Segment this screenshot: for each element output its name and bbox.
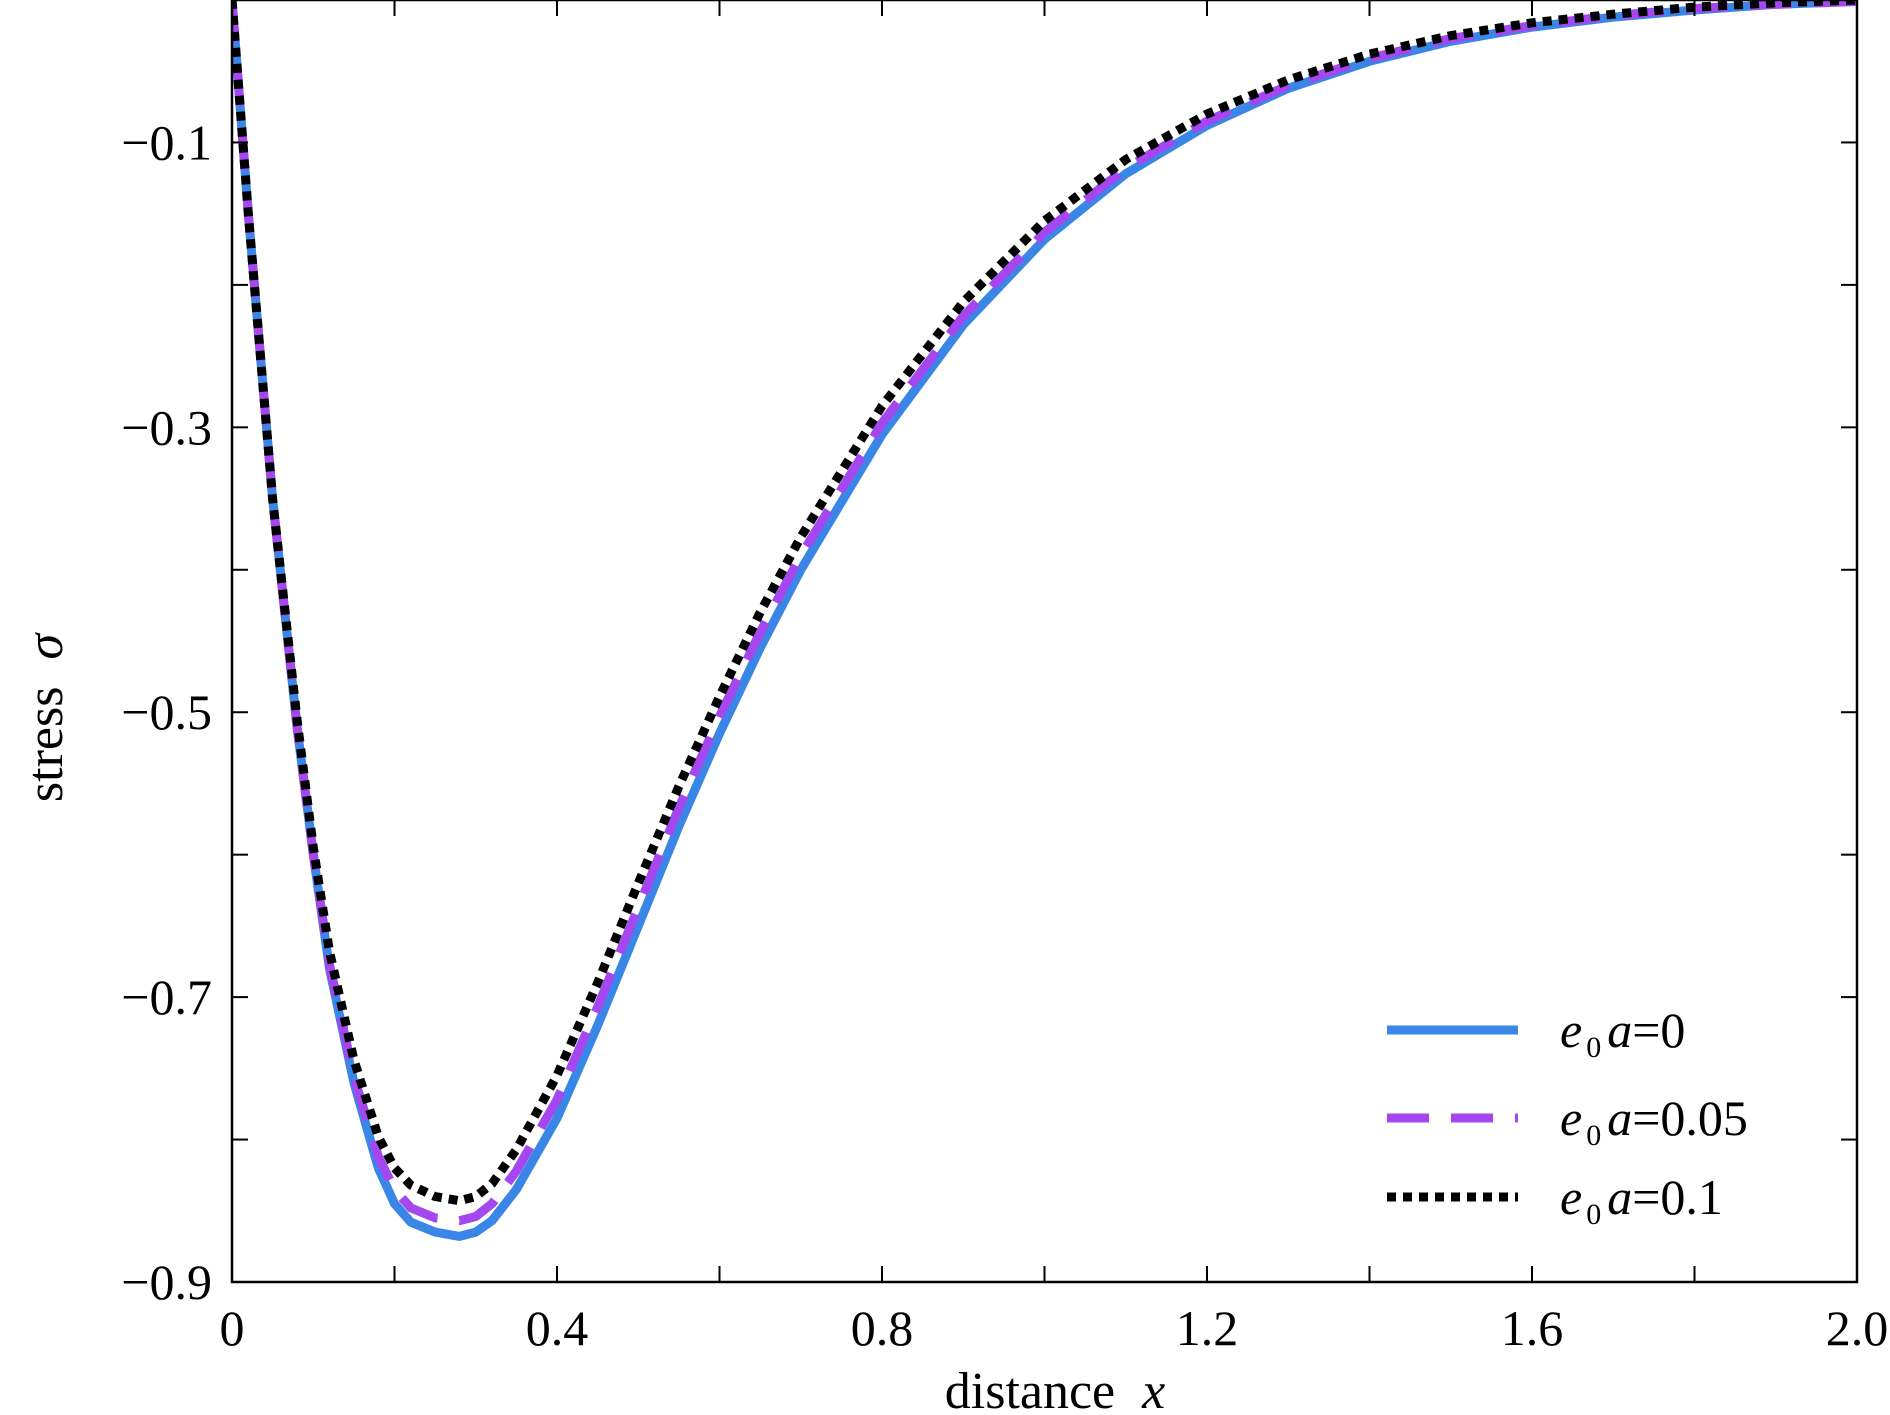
y-tick-label: −0.9 [121,1254,212,1310]
y-tick-label: −0.3 [121,399,212,455]
x-tick-label: 0.8 [851,1300,914,1356]
x-tick-label: 0 [220,1300,245,1356]
legend-a: a [1607,1169,1632,1225]
legend-e: e [1560,1002,1582,1058]
legend-value: =0.05 [1632,1090,1748,1146]
x-tick-label: 2.0 [1826,1300,1889,1356]
legend-value: =0 [1632,1002,1685,1058]
legend-e: e [1560,1090,1582,1146]
legend-label-2: e 0 a=0.1 [1560,1169,1723,1231]
legend-e: e [1560,1169,1582,1225]
legend-a: a [1607,1090,1632,1146]
legend-subscript: 0 [1586,1119,1601,1152]
legend-label-1: e 0 a=0.05 [1560,1090,1748,1152]
legend-a: a [1607,1002,1632,1058]
y-tick-label: −0.5 [121,684,212,740]
y-axis-variable: σ [17,632,74,660]
axis-ticks [231,0,1858,1283]
x-axis-variable: x [1141,1363,1165,1415]
y-axis-label: stress [17,687,74,803]
legend-subscript: 0 [1586,1031,1601,1064]
legend: e 0 a=0e 0 a=0.05e 0 a=0.1 [1387,1002,1748,1231]
y-tick-label: −0.1 [121,114,212,170]
legend-label-0: e 0 a=0 [1560,1002,1685,1064]
tick-labels: 0 0.4 0.8 1.2 1.6 2.0 −0.9 −0.7 −0.5 −0.3 −0.1 [121,114,1888,1356]
x-tick-label: 0.4 [526,1300,589,1356]
legend-subscript: 0 [1586,1198,1601,1231]
legend-value: =0.1 [1632,1169,1723,1225]
y-axis-title: stress σ [17,632,74,803]
series-line-2 [232,0,1857,1206]
x-tick-label: 1.6 [1501,1300,1564,1356]
y-tick-label: −0.7 [121,969,212,1025]
x-axis-title: distance x [945,1363,1165,1415]
x-axis-label: distance [945,1363,1115,1415]
x-tick-label: 1.2 [1176,1300,1239,1356]
series-lines [232,0,1857,1241]
